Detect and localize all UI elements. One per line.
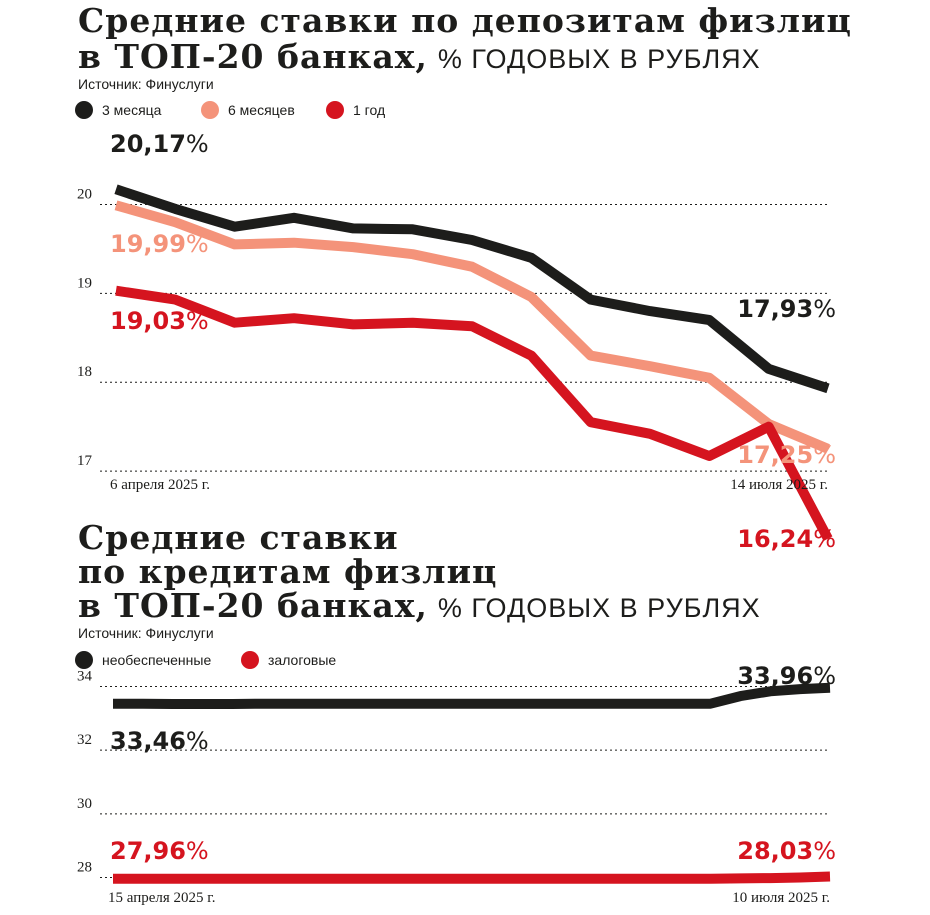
chart-2-series-2-end-label-percent-sign: % <box>813 837 836 865</box>
chart-2-x-end-label: 10 июля 2025 г. <box>732 890 830 906</box>
chart-1-series-2-end-label-percent-sign: % <box>813 441 836 469</box>
chart-2-title-line-1: Средние ставки <box>78 518 399 557</box>
chart-1-x-end-label: 14 июля 2025 г. <box>730 477 828 493</box>
chart-1-series-line-3 <box>115 285 833 542</box>
chart-1-series-2-start-label-value: 19,99 <box>110 230 186 258</box>
chart-1-series-3-end-label-percent-sign: % <box>813 525 836 553</box>
chart-1-legend-label-2: 6 месяцев <box>228 102 295 118</box>
chart-1-series-1-start-label: 20,17% <box>110 130 209 158</box>
chart-2-y-tick-label-4: 28 <box>77 859 92 875</box>
chart-1-series-3-start-label-value: 19,03 <box>110 307 186 335</box>
chart-2-unit-label: % ГОДОВЫХ В РУБЛЯХ <box>438 593 761 623</box>
chart-2-series-line-1 <box>113 682 831 709</box>
chart-1-legend-marker-2 <box>201 101 219 119</box>
chart-2-y-tick-label-1: 34 <box>77 669 93 685</box>
chart-2-series-2-start-label-value: 27,96 <box>110 837 186 865</box>
chart-1-title-line-2-text: в ТОП-20 банках, <box>78 37 428 76</box>
chart-1-legend-marker-3 <box>326 101 344 119</box>
chart-2-series-1-start-label-percent-sign: % <box>186 727 209 755</box>
chart-2-title-line-2: по кредитам физлиц <box>78 552 497 591</box>
chart-2-series-2-start-label-percent-sign: % <box>186 837 209 865</box>
chart-2-series-1-start-label-value: 33,46 <box>110 727 186 755</box>
chart-2-title-line-2-text: по кредитам физлиц <box>78 552 497 591</box>
chart-2-series-1-start-label: 33,46% <box>110 727 209 755</box>
chart-1-series-1-end-label-percent-sign: % <box>813 295 836 323</box>
chart-1-title-line-2: в ТОП-20 банках, % ГОДОВЫХ В РУБЛЯХ <box>78 37 761 76</box>
chart-1-unit-label: % ГОДОВЫХ В РУБЛЯХ <box>438 44 761 74</box>
chart-2-series-2-end-label: 28,03% <box>737 837 836 865</box>
chart-1-x-start-label: 6 апреля 2025 г. <box>110 477 210 493</box>
chart-1-series-line-1 <box>114 184 830 394</box>
chart-2-series-2-end-label-value: 28,03 <box>737 837 813 865</box>
chart-1-legend-label-1: 3 месяца <box>102 102 162 118</box>
chart-2-source: Источник: Финуслуги <box>78 625 214 641</box>
chart-1-series-1-end-label: 17,93% <box>737 295 836 323</box>
chart-2-series-1-end-label-percent-sign: % <box>813 662 836 690</box>
chart-1-series-1-start-label-percent-sign: % <box>186 130 209 158</box>
chart-1-y-tick-label-3: 18 <box>77 364 92 380</box>
chart-2-x-start-label: 15 апреля 2025 г. <box>108 890 216 906</box>
chart-1-y-tick-label-1: 20 <box>77 186 92 202</box>
chart-1-legend-label-3: 1 год <box>353 102 385 118</box>
chart-1-series-3-start-label-percent-sign: % <box>186 307 209 335</box>
chart-1-series-2-start-label: 19,99% <box>110 230 209 258</box>
chart-2-title-line-3-text: в ТОП-20 банках, <box>78 586 428 625</box>
chart-1-title-line-1: Средние ставки по депозитам физлиц <box>78 1 852 40</box>
chart-1-series-3-end-label-value: 16,24 <box>737 525 813 553</box>
chart-2-title-line-3: в ТОП-20 банках, % ГОДОВЫХ В РУБЛЯХ <box>78 586 761 625</box>
chart-1-series-2-end-label: 17,25% <box>737 441 836 469</box>
chart-2-series-2-start-label: 27,96% <box>110 837 209 865</box>
chart-2-legend-label-1: необеспеченные <box>102 652 211 668</box>
chart-1-title-line-1-text: Средние ставки по депозитам физлиц <box>78 1 852 40</box>
chart-2-y-tick-label-2: 32 <box>77 732 92 748</box>
chart-1-y-tick-label-2: 19 <box>77 275 92 291</box>
chart-1-y-tick-label-4: 17 <box>77 453 93 469</box>
chart-1-series-line-2 <box>114 200 830 454</box>
chart-2-legend-marker-2 <box>241 651 259 669</box>
chart-1-series-1-end-label-value: 17,93 <box>737 295 813 323</box>
chart-2-series-line-2 <box>113 871 831 884</box>
chart-1-series-2-end-label-value: 17,25 <box>737 441 813 469</box>
chart-1-series-3-end-label: 16,24% <box>737 525 836 553</box>
chart-2-legend-label-2: залоговые <box>268 652 336 668</box>
chart-1-series-1-start-label-value: 20,17 <box>110 130 186 158</box>
chart-2-legend-marker-1 <box>75 651 93 669</box>
chart-2-series-1-end-label: 33,96% <box>737 662 836 690</box>
chart-2-series-1-end-label-value: 33,96 <box>737 662 813 690</box>
chart-1-source: Источник: Финуслуги <box>78 76 214 92</box>
chart-2-title-line-1-text: Средние ставки <box>78 518 399 557</box>
chart-1-series-2-start-label-percent-sign: % <box>186 230 209 258</box>
chart-1-legend-marker-1 <box>75 101 93 119</box>
chart-1-series-3-start-label: 19,03% <box>110 307 209 335</box>
chart-2-y-tick-label-3: 30 <box>77 796 92 812</box>
